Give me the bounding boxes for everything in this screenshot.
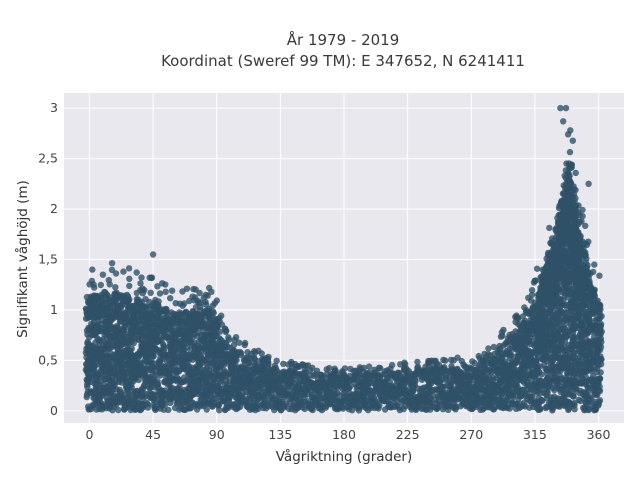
data-point — [150, 353, 157, 360]
data-point — [522, 390, 529, 397]
data-point — [126, 296, 133, 303]
data-point — [570, 333, 577, 340]
data-point — [115, 406, 122, 414]
data-point — [198, 351, 205, 358]
data-point — [83, 393, 91, 401]
data-point — [173, 400, 181, 407]
data-point — [128, 345, 135, 352]
data-point — [542, 404, 550, 412]
data-point — [160, 347, 168, 354]
data-point — [144, 404, 151, 411]
data-point — [210, 309, 217, 317]
data-point — [577, 397, 584, 405]
data-point — [216, 407, 223, 414]
data-point — [570, 393, 577, 400]
data-point — [376, 402, 383, 409]
data-point — [203, 406, 210, 413]
data-point — [220, 396, 227, 403]
data-point — [121, 326, 128, 334]
data-point — [538, 371, 545, 378]
data-point — [237, 351, 244, 359]
data-point — [165, 406, 172, 414]
data-point — [544, 389, 551, 396]
data-point — [216, 328, 224, 335]
data-points — [82, 104, 605, 414]
data-point — [537, 405, 544, 412]
data-point — [254, 401, 261, 408]
data-point — [233, 356, 240, 364]
data-point — [347, 382, 354, 389]
data-point — [215, 401, 223, 408]
data-point — [84, 383, 91, 391]
data-point — [130, 334, 137, 341]
data-point — [209, 403, 216, 410]
data-point — [370, 394, 378, 401]
data-point — [529, 392, 536, 399]
data-point — [130, 339, 137, 347]
data-point — [411, 376, 419, 383]
data-point — [84, 331, 91, 338]
data-point — [135, 376, 142, 384]
data-point — [348, 407, 356, 414]
data-point — [153, 381, 161, 389]
data-point — [429, 391, 437, 399]
